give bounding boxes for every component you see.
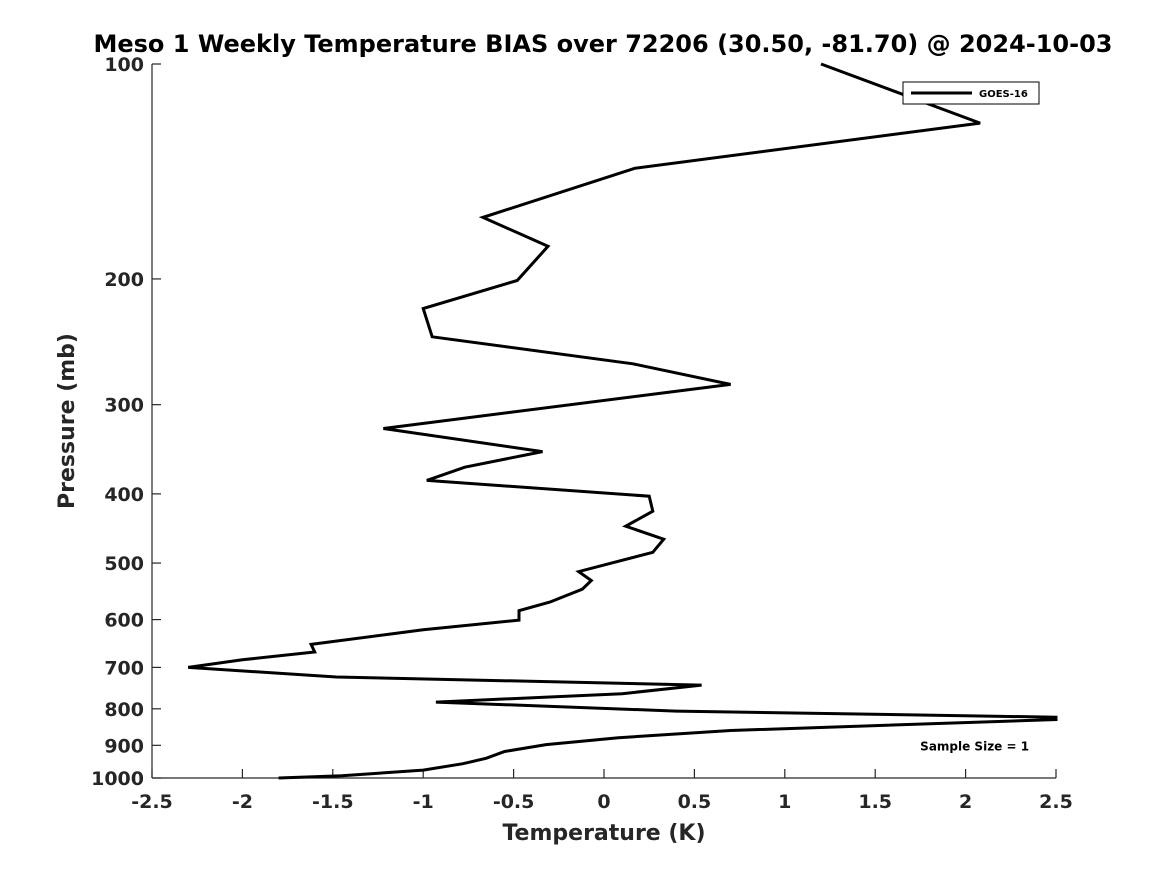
y-tick-label: 500 [104,553,144,575]
x-tick-label: 2.5 [1039,791,1073,813]
y-ticks: 100 200 300 400 500 600 700 800 900 1000 [91,54,161,790]
x-ticks: -2.5 -2 -1.5 -1 -0.5 0 0.5 1 1.5 2 2.5 [131,769,1073,813]
sample-size-annotation: Sample Size = 1 [920,739,1029,753]
y-tick-label: 600 [104,610,144,632]
chart-title: Meso 1 Weekly Temperature BIAS over 7220… [93,30,1112,58]
x-tick-label: -0.5 [493,791,535,813]
y-tick-label: 900 [104,735,144,757]
y-tick-label: 1000 [91,768,144,790]
y-tick-label: 200 [104,269,144,291]
x-tick-label: -2.5 [131,791,173,813]
legend: GOES-16 [902,81,1040,105]
y-tick-label: 100 [104,54,144,76]
legend-label-goes16: GOES-16 [979,89,1028,100]
x-tick-label: 0 [597,791,610,813]
x-tick-label: 2 [959,791,972,813]
y-tick-label: 700 [104,657,144,679]
y-tick-label: 300 [104,395,144,417]
x-tick-label: 0.5 [678,791,712,813]
x-tick-label: -1.5 [312,791,354,813]
plot-area: -2.5 -2 -1.5 -1 -0.5 0 0.5 1 1.5 2 2.5 100 200 300 40… [91,54,1073,813]
y-tick-label: 800 [104,699,144,721]
x-tick-label: 1 [778,791,791,813]
x-axis-label: Temperature (K) [502,821,705,846]
x-tick-label: 1.5 [858,791,892,813]
y-tick-label: 400 [104,484,144,506]
x-tick-label: -1 [413,791,434,813]
series-line-goes16 [187,62,1058,780]
y-axis-label: Pressure (mb) [55,333,80,509]
x-tick-label: -2 [232,791,253,813]
